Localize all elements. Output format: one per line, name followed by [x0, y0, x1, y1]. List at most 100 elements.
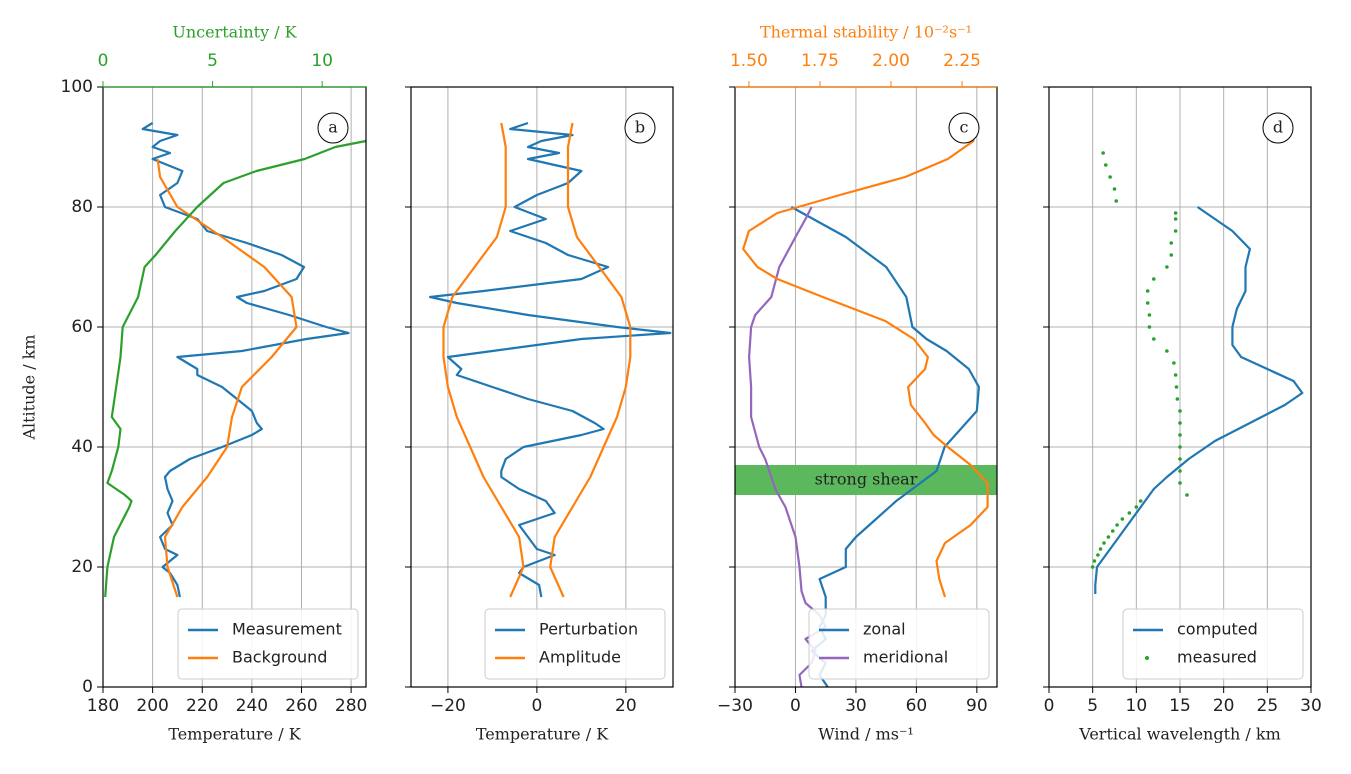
point — [1147, 325, 1152, 329]
point — [1090, 565, 1095, 569]
x2-tick-label: 2.00 — [872, 51, 910, 71]
point — [1106, 535, 1111, 539]
x2-tick-label: 5 — [207, 51, 218, 71]
panel-label-circle — [948, 112, 980, 144]
x-axis-label: Vertical wavelength / km — [1078, 725, 1281, 744]
point — [1114, 199, 1119, 203]
legend-label: zonal — [863, 620, 906, 639]
panel-label: d — [1273, 118, 1283, 137]
x-tick-label: 5 — [1087, 696, 1098, 716]
legend: computed measured — [1122, 608, 1304, 680]
legend-label: Measurement — [232, 620, 342, 639]
series — [156, 158, 298, 598]
point — [1178, 457, 1182, 461]
point — [1092, 559, 1097, 563]
point — [1120, 517, 1125, 521]
point — [1178, 421, 1182, 425]
point — [1101, 151, 1105, 155]
x-tick-label: 30 — [1300, 696, 1322, 716]
x2-tick-label: 0 — [98, 51, 109, 71]
point — [1178, 481, 1182, 485]
point — [1112, 187, 1117, 191]
series — [442, 122, 632, 598]
panel-label: a — [328, 118, 338, 137]
x-tick-label: 0 — [790, 696, 801, 716]
y-axis-label: Altitude / km — [20, 334, 39, 440]
point — [1110, 529, 1115, 533]
point — [1096, 553, 1100, 557]
line — [549, 122, 632, 598]
panel-label: b — [635, 118, 645, 137]
x2-tick-label: 1.75 — [801, 51, 839, 71]
x-tick-label: 220 — [186, 696, 218, 716]
point — [1178, 433, 1182, 437]
legend-label: meridional — [863, 648, 948, 667]
point — [1102, 541, 1106, 545]
point — [1173, 229, 1178, 233]
legend-label: Amplitude — [539, 648, 621, 667]
point — [1127, 511, 1132, 515]
legend-box — [177, 608, 359, 680]
point — [1165, 265, 1169, 269]
panel-label-circle — [624, 112, 656, 144]
line — [156, 158, 298, 598]
point — [1173, 373, 1178, 377]
legend-box — [484, 608, 666, 680]
series — [742, 122, 989, 598]
point — [1152, 337, 1156, 341]
panel-label-circle — [317, 112, 349, 144]
panel-label-circle — [1262, 112, 1294, 144]
x2-tick-label: 1.50 — [730, 51, 768, 71]
line — [141, 122, 350, 598]
point — [1115, 523, 1119, 527]
line — [104, 139, 367, 598]
x-axis-label: Wind / ms⁻¹ — [818, 725, 914, 744]
x-axis-label: Temperature / K — [168, 725, 301, 744]
series — [1090, 151, 1189, 569]
x2-axis-label: Thermal stability / 10⁻²s⁻¹ — [760, 23, 972, 42]
point — [1172, 361, 1176, 365]
x-tick-label: 240 — [236, 696, 268, 716]
x2-axis-label: Uncertainty / K — [172, 23, 297, 42]
line — [742, 122, 989, 598]
point — [1175, 397, 1180, 401]
legend-label: Perturbation — [539, 620, 638, 639]
band-label: strong shear — [815, 470, 918, 489]
point — [1108, 175, 1112, 179]
x-tick-label: −20 — [430, 696, 466, 716]
legend-label: computed — [1177, 620, 1258, 639]
legend: Measurement Background — [177, 608, 359, 680]
point — [1103, 163, 1108, 167]
x-tick-label: 10 — [1126, 696, 1148, 716]
point — [1185, 493, 1189, 497]
x-tick-label: 20 — [1213, 696, 1235, 716]
line — [1094, 206, 1304, 594]
x-tick-label: 30 — [845, 696, 867, 716]
point — [1147, 313, 1152, 317]
point — [1152, 277, 1156, 281]
legend: zonal meridional — [808, 608, 990, 680]
x-tick-label: 280 — [335, 696, 367, 716]
point — [1134, 505, 1139, 509]
y-tick-label: 0 — [82, 677, 93, 697]
panel-label: c — [960, 118, 969, 137]
y-tick-label: 60 — [71, 317, 93, 337]
x2-tick-label: 10 — [311, 51, 333, 71]
y-tick-label: 40 — [71, 437, 93, 457]
line — [442, 122, 525, 598]
series — [104, 139, 367, 598]
y-tick-label: 20 — [71, 557, 93, 577]
series — [1094, 206, 1304, 594]
point — [1174, 385, 1179, 389]
x-tick-label: 20 — [615, 696, 637, 716]
x-tick-label: 200 — [136, 696, 168, 716]
legend: Perturbation Amplitude — [484, 608, 666, 680]
x-tick-label: 60 — [906, 696, 928, 716]
x-axis-label: Temperature / K — [476, 725, 609, 744]
x-tick-label: 0 — [531, 696, 542, 716]
x-tick-label: 90 — [966, 696, 988, 716]
legend-box — [808, 608, 990, 680]
plot-frame — [410, 86, 674, 688]
point — [1178, 445, 1182, 449]
